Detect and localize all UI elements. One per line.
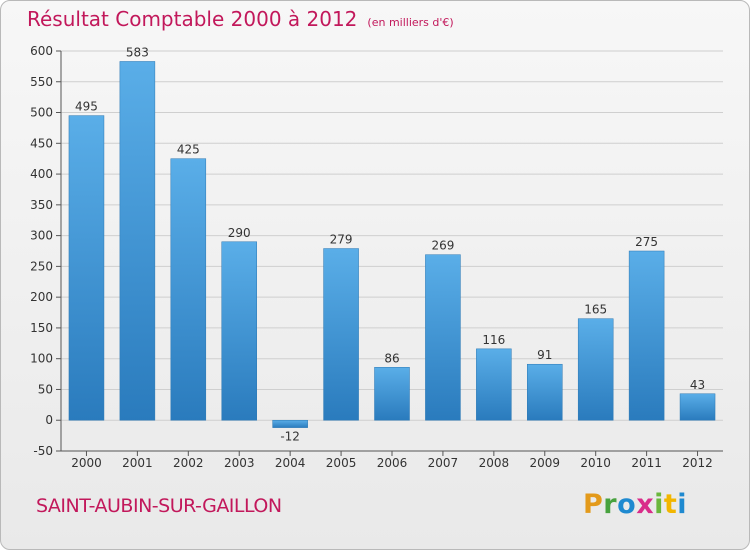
x-tick-label: 2006 [377, 456, 408, 470]
data-label: 269 [431, 239, 454, 253]
x-tick-label: 2003 [224, 456, 255, 470]
x-tick-label: 2000 [71, 456, 102, 470]
x-tick-label: 2012 [682, 456, 713, 470]
bar [679, 393, 716, 421]
bar [476, 348, 512, 421]
data-label: 165 [584, 303, 607, 317]
data-label: 425 [177, 143, 200, 157]
y-tick-label: 0 [45, 413, 53, 427]
title-unit: (en milliers d'€) [367, 16, 454, 29]
y-tick-label: 150 [30, 321, 53, 335]
y-tick-label: -50 [33, 444, 53, 458]
proxiti-logo: Proxiti [583, 489, 688, 520]
y-tick-label: 250 [30, 259, 53, 273]
x-tick-label: 2004 [275, 456, 306, 470]
x-tick-label: 2010 [580, 456, 611, 470]
chart-title: Résultat Comptable 2000 à 2012 (en millie… [27, 7, 454, 31]
bar [119, 61, 156, 421]
data-label: 583 [126, 45, 149, 59]
x-tick-label: 2011 [631, 456, 662, 470]
x-tick-label: 2007 [428, 456, 459, 470]
x-tick-label: 2001 [122, 456, 153, 470]
x-tick-label: 2005 [326, 456, 357, 470]
x-axis: 2000 2001 2002 2003 2004 2005 2006 2007 2008 2009… [61, 450, 723, 470]
bar [374, 367, 410, 421]
bar [272, 419, 308, 428]
y-tick-label: 450 [30, 136, 53, 150]
y-tick-label: 100 [30, 352, 53, 366]
bar [628, 250, 665, 421]
y-tick-label: 200 [30, 290, 53, 304]
bar [68, 115, 105, 421]
y-tick-label: 400 [30, 167, 53, 181]
y-tick-label: 600 [30, 44, 53, 58]
y-tick-label: 350 [30, 198, 53, 212]
y-tick-label: 550 [30, 75, 53, 89]
data-label: -12 [280, 430, 300, 444]
y-tick-label: 300 [30, 229, 53, 243]
bar [170, 158, 207, 421]
y-tick-label: 50 [38, 382, 53, 396]
x-tick-label: 2009 [529, 456, 560, 470]
data-label: 91 [537, 348, 552, 362]
bar [425, 254, 461, 421]
data-label: 279 [330, 233, 353, 247]
x-tick-label: 2002 [173, 456, 204, 470]
data-label: 86 [384, 351, 399, 365]
bars [68, 61, 716, 428]
data-label: 290 [228, 226, 251, 240]
data-label: 275 [635, 235, 658, 249]
y-axis: -50 0 50 100 150 200 250 300 350 400 450 500 550 600 [30, 44, 62, 458]
y-tick-label: 500 [30, 106, 53, 120]
bar [221, 241, 257, 421]
title-text: Résultat Comptable 2000 à 2012 [27, 7, 358, 31]
data-labels: 495 583 425 290 -12 279 86 269 116 91 165 275 43 [75, 45, 705, 443]
bar [577, 318, 614, 421]
data-label: 43 [690, 378, 705, 392]
city-name: SAINT-AUBIN-SUR-GAILLON [36, 495, 282, 517]
x-tick-label: 2008 [479, 456, 510, 470]
bar [323, 248, 359, 421]
data-label: 495 [75, 100, 98, 114]
data-label: 116 [482, 333, 505, 347]
bar [527, 363, 563, 421]
